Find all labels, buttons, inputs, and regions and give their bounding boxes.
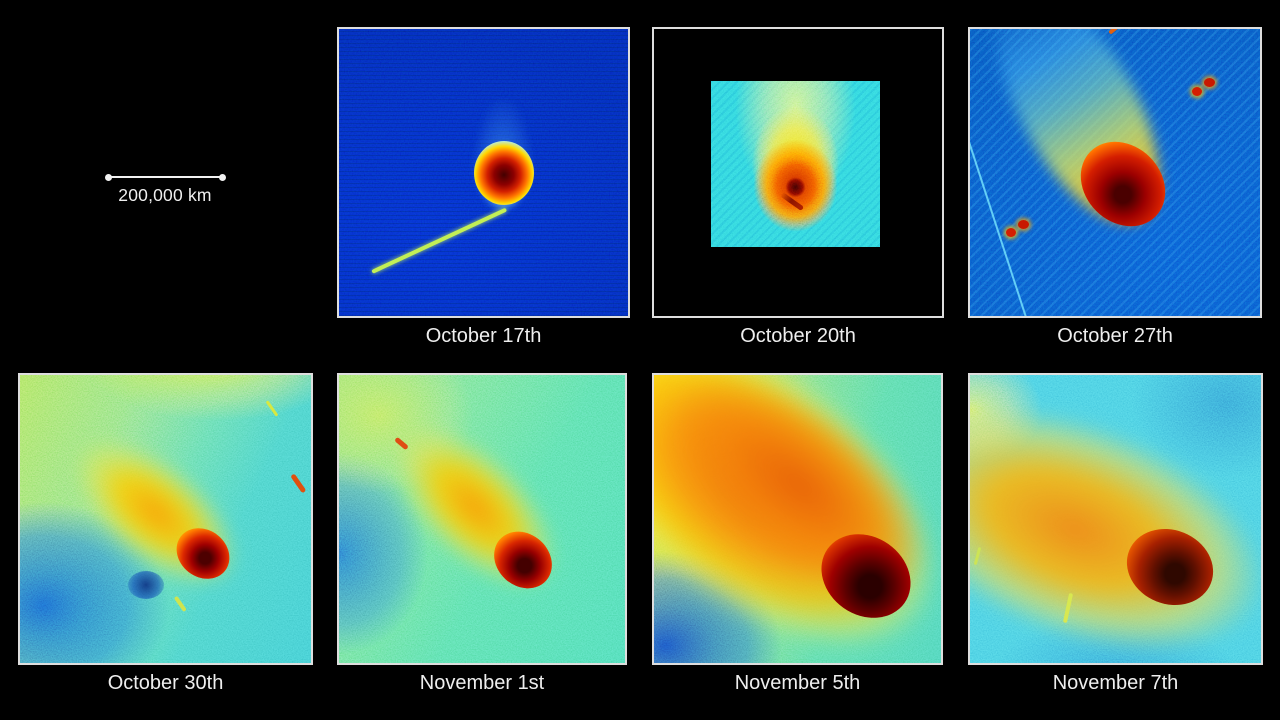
comet-image-october-17 (337, 27, 630, 318)
cosmic-ray-hit (1192, 87, 1202, 96)
panel-caption: October 17th (425, 325, 542, 347)
comet-image-october-20 (652, 27, 944, 318)
noise-overlay (711, 80, 881, 248)
panel-caption: November 1st (419, 672, 545, 694)
comet-panel-october-20: October 20th (652, 27, 944, 347)
panel-caption: November 7th (1052, 672, 1179, 694)
comet-nucleus (474, 141, 534, 205)
comet-panel-november-1: November 1st (337, 373, 627, 695)
cosmic-ray-hit (1018, 220, 1029, 229)
dark-background-patch (128, 571, 164, 599)
comet-image-october-30 (18, 373, 313, 665)
panel-caption: October 30th (107, 672, 224, 694)
cosmic-ray-hit (1006, 228, 1016, 237)
panel-caption: November 5th (734, 672, 861, 694)
comet-panel-november-7: November 7th (968, 373, 1263, 695)
comet-panel-october-17: October 17th (337, 27, 630, 347)
comet-jet-spike (779, 192, 804, 212)
scale-bar: 200,000 km (90, 165, 240, 210)
scale-bar-label: 200,000 km (118, 185, 212, 205)
scale-bar-line (108, 176, 222, 178)
comet-panel-november-5: November 5th (652, 373, 943, 695)
comet-image-november-1 (337, 373, 627, 665)
scale-bar-right-dot (219, 173, 226, 181)
comet-panel-october-30: October 30th (18, 373, 313, 695)
panel-caption: October 27th (1057, 325, 1173, 347)
panel-caption: October 20th (740, 325, 856, 347)
comet-image-november-7 (968, 373, 1263, 665)
comet-image-october-27 (968, 27, 1262, 318)
cosmic-ray-hit (1204, 78, 1215, 87)
comet-image-november-5 (652, 373, 943, 665)
inset-image (711, 80, 881, 248)
comet-panel-october-27: October 27th (968, 27, 1262, 347)
